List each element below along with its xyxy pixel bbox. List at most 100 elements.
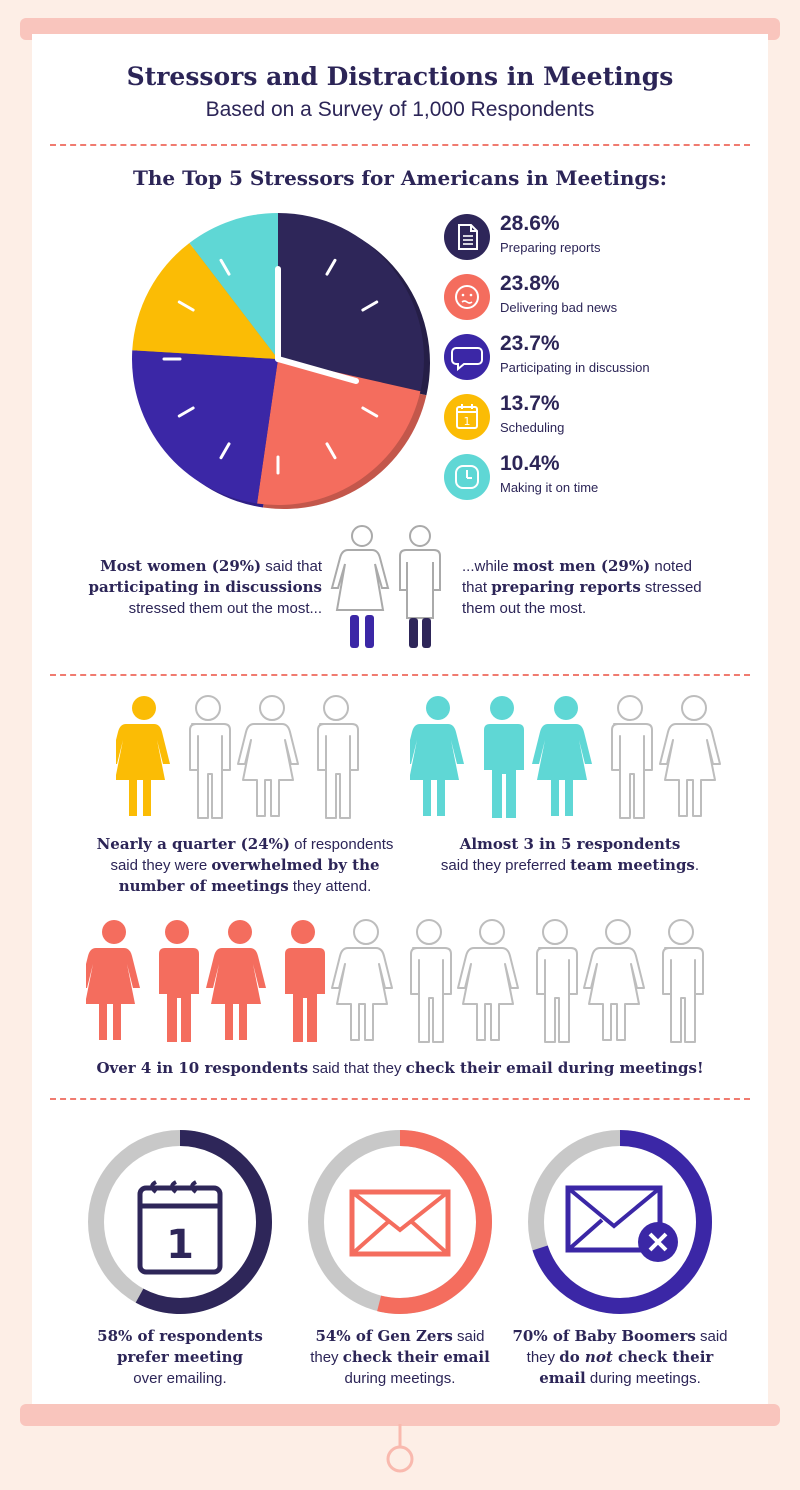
team-caption-text: said they preferred xyxy=(440,857,571,874)
pie-slice xyxy=(257,359,421,505)
divider xyxy=(50,674,750,676)
women-caption-text: said that xyxy=(261,558,322,575)
women-caption-bold: Most women (29%) xyxy=(100,557,262,575)
donut-caption-text: said xyxy=(452,1328,485,1345)
overwhelmed-caption-bold: number of meetings xyxy=(118,877,289,895)
legend-value: 10.4% xyxy=(500,452,560,475)
donut-prefer-meeting: 1 xyxy=(88,1130,272,1314)
woman-figure-icon xyxy=(116,696,170,816)
donut-caption-text: during meetings. xyxy=(585,1370,701,1387)
pie-slices xyxy=(132,213,425,505)
page-title: Stressors and Distractions in Meetings xyxy=(126,62,674,91)
clock-tick xyxy=(177,406,195,418)
legend-label: Preparing reports xyxy=(500,240,601,255)
man-figure-icon xyxy=(484,696,524,818)
clock-ticks xyxy=(162,258,379,475)
men-caption-text: stressed xyxy=(640,579,702,596)
legend-label: Making it on time xyxy=(500,480,599,495)
donut-caption-text: they xyxy=(526,1349,560,1366)
donut-caption-bold: 70% of Baby Boomers xyxy=(512,1327,696,1345)
donut-caption-boomers: 70% of Baby Boomers said they do not che… xyxy=(505,1326,735,1389)
men-caption-text: them out the most. xyxy=(462,600,587,617)
donut-caption-bold: email xyxy=(539,1369,586,1387)
clock-tick xyxy=(219,258,231,276)
clock-tick xyxy=(361,406,379,418)
legend-item-participating-in-discussion: 23.7% Participating in discussion xyxy=(444,332,764,382)
email-caption-bold: Over 4 in 10 respondents xyxy=(96,1059,309,1077)
women-caption-text: stressed them out the most... xyxy=(128,600,322,617)
man-figure-icon xyxy=(285,920,325,1042)
clock-hour-hand xyxy=(275,356,359,384)
donut-caption-prefer-meeting: 58% of respondents prefer meeting over e… xyxy=(70,1326,290,1389)
legend-item-scheduling: 1 13.7% Scheduling xyxy=(444,392,764,442)
calendar-icon: 1 xyxy=(137,1180,223,1275)
woman-and-man-figures xyxy=(330,525,441,648)
woman-figure-icon xyxy=(237,695,299,817)
man-outline-icon xyxy=(399,525,441,648)
man-figure-icon xyxy=(159,920,199,1042)
donut-value-arc xyxy=(377,1130,492,1314)
overwhelmed-pictogram xyxy=(116,695,359,819)
woman-figure-icon xyxy=(410,696,464,816)
page-subtitle: Based on a Survey of 1,000 Respondents xyxy=(205,98,595,121)
donut-value-arc xyxy=(532,1130,712,1314)
pie-slice xyxy=(189,213,278,359)
svg-text:1: 1 xyxy=(464,415,471,428)
envelope-x-icon xyxy=(565,1185,678,1262)
legend-label: Participating in discussion xyxy=(500,360,650,375)
overwhelmed-caption-text: said they were xyxy=(110,857,212,874)
email-check-pictogram xyxy=(86,919,704,1043)
men-caption-text: ...while xyxy=(462,558,513,575)
donut-caption-bold: check their email xyxy=(342,1348,490,1366)
woman-outline-icon xyxy=(330,525,390,648)
clock-tick xyxy=(325,258,337,276)
donut-caption-text: said xyxy=(695,1328,728,1345)
man-figure-icon xyxy=(410,919,452,1043)
legend-value: 13.7% xyxy=(500,392,560,415)
team-caption-text: . xyxy=(694,857,700,874)
men-caption-bold: most men (29%) xyxy=(512,557,651,575)
donut-caption-italic: not xyxy=(584,1348,613,1366)
legend-value: 23.7% xyxy=(500,332,560,355)
team-caption: Almost 3 in 5 respondents said they pref… xyxy=(410,834,730,876)
donut-caption-bold: do xyxy=(559,1348,585,1366)
donut-caption-text: over emailing. xyxy=(133,1370,227,1387)
pie-slice xyxy=(132,350,278,504)
clock-tick xyxy=(361,300,379,312)
woman-figure-icon xyxy=(331,919,393,1041)
donut-boomers-email xyxy=(528,1130,712,1314)
legend-item-making-it-on-time: 10.4% Making it on time xyxy=(444,452,764,502)
divider xyxy=(50,1098,750,1100)
men-caption-text: noted xyxy=(650,558,692,575)
hanging-ring-icon xyxy=(386,1424,414,1473)
man-figure-icon xyxy=(317,695,359,819)
man-figure-icon xyxy=(662,919,704,1043)
poster-background xyxy=(32,34,768,1406)
donut-caption-bold: prefer meeting xyxy=(116,1348,244,1366)
men-caption-bold: preparing reports xyxy=(491,578,641,596)
woman-figure-icon xyxy=(583,919,645,1041)
calendar-day-label: 1 xyxy=(166,1222,194,1268)
poster-bottom-rail xyxy=(20,1404,780,1426)
man-figure-icon xyxy=(536,919,578,1043)
legend-value: 23.8% xyxy=(500,272,560,295)
overwhelmed-caption-bold: overwhelmed by the xyxy=(211,856,380,874)
overwhelmed-caption-text: they attend. xyxy=(288,878,372,895)
team-meetings-pictogram xyxy=(410,695,721,819)
woman-figure-icon xyxy=(659,695,721,817)
legend-label: Scheduling xyxy=(500,420,565,435)
donut-value-arc xyxy=(135,1130,272,1314)
donut-gen-z-email xyxy=(308,1130,492,1314)
team-caption-bold: team meetings xyxy=(570,856,695,874)
donut-caption-gen-z: 54% of Gen Zers said they check their em… xyxy=(290,1326,510,1389)
overwhelmed-caption: Nearly a quarter (24%) of respondents sa… xyxy=(70,834,420,897)
donut-caption-bold: 58% of respondents xyxy=(97,1327,263,1345)
woman-figure-icon xyxy=(457,919,519,1041)
men-caption-text: that xyxy=(462,579,492,596)
donut-caption-bold: check their xyxy=(612,1348,714,1366)
worried-face-icon xyxy=(444,274,490,320)
email-caption-bold: check their email during meetings! xyxy=(405,1059,704,1077)
document-icon xyxy=(444,214,490,260)
team-caption-bold: Almost 3 in 5 respondents xyxy=(459,835,681,853)
clock-icon xyxy=(444,454,490,500)
